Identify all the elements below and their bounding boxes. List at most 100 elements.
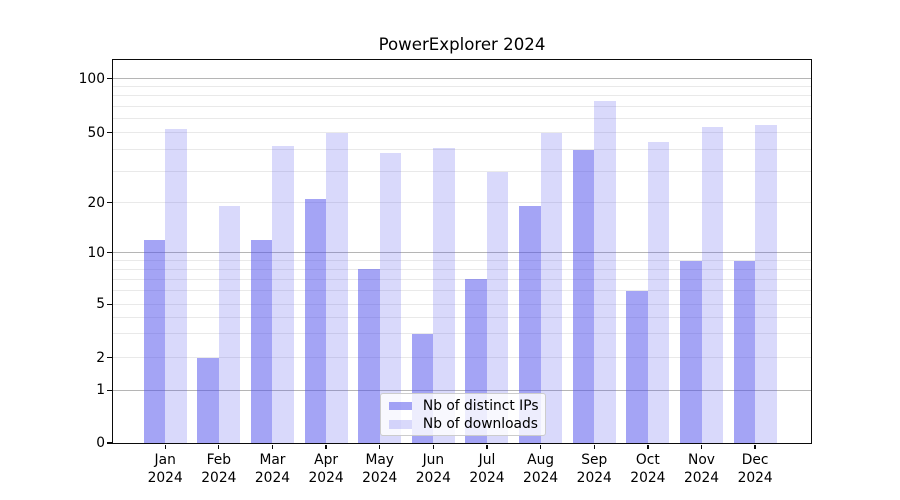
bar-downloads-may <box>379 153 402 443</box>
y-tick-label-1: 1 <box>96 382 105 399</box>
gridline-minor-40 <box>113 149 811 151</box>
x-tick-aug <box>539 444 542 449</box>
gridline-minor-7 <box>113 278 811 280</box>
x-tick-label-jun: Jun 2024 <box>393 452 473 487</box>
gridline-major-10 <box>113 252 811 254</box>
gridline-minor-90 <box>113 86 811 88</box>
x-tick-sep <box>593 444 595 449</box>
gridline-minor-4 <box>113 316 811 318</box>
bar-distinct-ips-feb <box>197 357 219 443</box>
y-tick-label-5: 5 <box>96 296 105 313</box>
x-tick-label-aug: Aug 2024 <box>501 452 581 487</box>
bar-downloads-mar <box>272 145 294 443</box>
gridline-minor-80 <box>113 95 811 97</box>
bar-distinct-ips-apr <box>304 198 327 443</box>
bar-distinct-ips-jan <box>143 239 166 443</box>
x-tick-label-may: May 2024 <box>340 452 420 487</box>
y-tick-label-100: 100 <box>78 70 105 87</box>
gridline-minor-5 <box>113 303 811 305</box>
legend-swatch-distinct-ips <box>388 401 412 411</box>
x-tick-oct <box>647 444 649 449</box>
bar-distinct-ips-may <box>358 269 380 443</box>
y-tick-10 <box>106 252 112 254</box>
bar-downloads-sep <box>594 100 616 443</box>
x-tick-month-feb: Feb <box>206 452 232 468</box>
x-tick-may <box>379 444 381 449</box>
x-tick-nov <box>700 444 703 449</box>
y-tick-label-2: 2 <box>96 349 105 366</box>
bar-distinct-ips-nov <box>680 260 702 443</box>
gridline-minor-50 <box>113 132 811 133</box>
x-tick-month-dec: Dec <box>741 452 769 468</box>
bar-downloads-feb <box>218 206 241 443</box>
x-tick-label-dec: Dec 2024 <box>715 452 795 487</box>
legend-item-distinct-ips: Nb of distinct IPs <box>381 397 545 415</box>
gridline-minor-60 <box>113 117 811 119</box>
bar-downloads-dec <box>755 125 777 443</box>
bar-downloads-apr <box>326 132 348 443</box>
x-tick-label-sep: Sep 2024 <box>554 452 634 487</box>
legend-item-downloads: Nb of downloads <box>381 415 545 433</box>
x-tick-jun <box>432 444 434 449</box>
legend-swatch-downloads <box>388 420 412 429</box>
gridline-major-100 <box>113 77 811 80</box>
x-tick-month-jan: Jan <box>154 452 176 468</box>
x-tick-apr <box>325 444 327 449</box>
y-tick-5 <box>106 303 112 305</box>
x-tick-label-mar: Mar 2024 <box>232 452 312 487</box>
bar-distinct-ips-aug <box>519 206 541 443</box>
bar-downloads-nov <box>701 126 723 443</box>
x-tick-label-jan: Jan 2024 <box>125 452 205 487</box>
gridline-minor-70 <box>113 105 811 107</box>
plot-area: Jan 2024 Feb 2024 Mar 2024 Apr 2024 May 2024 Jun 20… <box>106 58 812 486</box>
x-tick-year-jun: 2024 <box>415 469 451 486</box>
x-tick-year-aug: 2024 <box>523 469 559 486</box>
bar-downloads-jun <box>433 147 455 443</box>
x-tick-year-oct: 2024 <box>630 469 666 486</box>
legend-label-downloads: Nb of downloads <box>422 416 538 433</box>
x-tick-label-apr: Apr 2024 <box>286 452 366 487</box>
x-tick-label-nov: Nov 2024 <box>662 452 742 487</box>
chart-title: PowerExplorer 2024 <box>378 35 546 54</box>
x-tick-year-nov: 2024 <box>683 469 720 486</box>
x-tick-month-jul: Jul <box>478 452 496 468</box>
legend: Nb of distinct IPs Nb of downloads <box>379 392 546 436</box>
x-tick-label-oct: Oct 2024 <box>608 452 688 487</box>
x-tick-feb <box>218 444 220 449</box>
bar-downloads-aug <box>540 132 563 443</box>
gridline-minor-20 <box>113 202 811 203</box>
y-tick-label-0: 0 <box>96 435 105 451</box>
bar-downloads-jan <box>165 129 187 443</box>
y-tick-0 <box>106 442 112 444</box>
bar-downloads-jul <box>486 171 509 443</box>
x-tick-year-feb: 2024 <box>201 469 237 486</box>
y-tick-50 <box>106 131 112 134</box>
y-tick-2 <box>106 356 112 359</box>
x-tick-month-sep: Sep <box>581 452 608 468</box>
x-tick-month-aug: Aug <box>527 452 555 468</box>
x-tick-month-oct: Oct <box>635 452 660 468</box>
bar-distinct-ips-oct <box>626 290 648 443</box>
gridline-minor-30 <box>113 171 811 173</box>
y-tick-label-20: 20 <box>87 194 105 211</box>
x-tick-dec <box>754 444 756 449</box>
gridline-minor-8 <box>113 268 811 270</box>
bar-distinct-ips-dec <box>733 260 756 443</box>
y-tick-100 <box>106 77 112 80</box>
x-tick-year-dec: 2024 <box>737 469 773 486</box>
gridline-minor-2 <box>113 357 811 358</box>
x-tick-month-jun: Jun <box>422 452 445 468</box>
x-tick-year-mar: 2024 <box>254 469 291 486</box>
x-tick-year-apr: 2024 <box>308 469 344 486</box>
x-tick-month-may: May <box>365 452 394 468</box>
gridline-minor-3 <box>113 333 811 335</box>
x-tick-label-jul: Jul 2024 <box>447 452 527 487</box>
x-tick-mar <box>271 444 274 449</box>
bar-distinct-ips-sep <box>572 149 595 443</box>
gridline-major-1 <box>113 389 811 391</box>
x-tick-jan <box>164 444 166 449</box>
legend-label-distinct-ips: Nb of distinct IPs <box>422 397 539 414</box>
x-tick-year-jan: 2024 <box>147 469 183 486</box>
x-tick-month-apr: Apr <box>314 452 339 468</box>
y-tick-label-50: 50 <box>87 124 105 141</box>
